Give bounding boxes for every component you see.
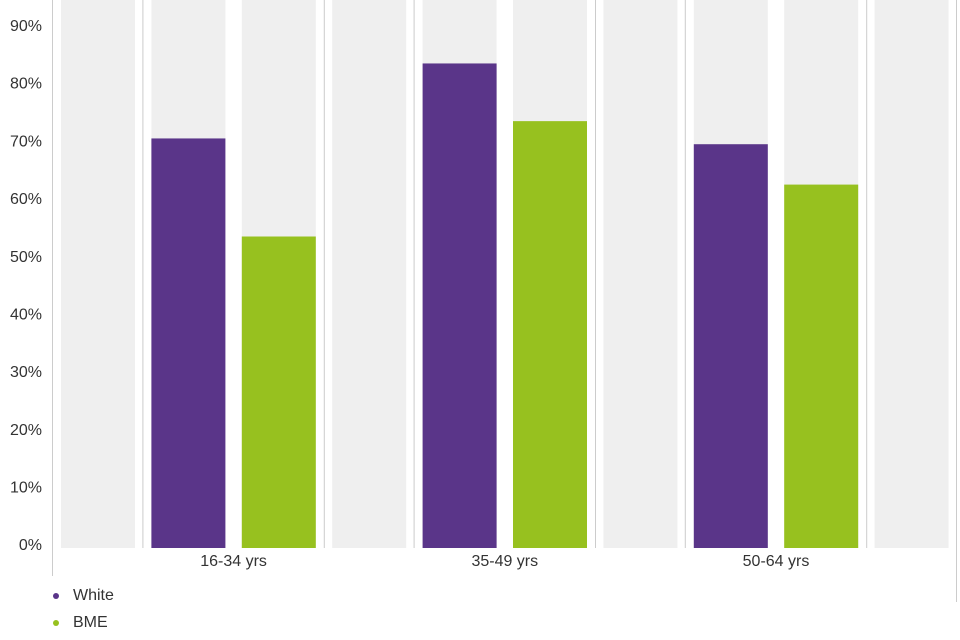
bar (422, 63, 497, 548)
y-tick-label: 30% (10, 364, 42, 381)
y-tick-label: 80% (10, 76, 42, 93)
x-tick-label: 35-49 yrs (471, 553, 538, 570)
y-tick-label: 10% (10, 480, 42, 497)
y-tick-label: 0% (19, 537, 42, 554)
column-background (874, 0, 949, 548)
legend-label: White (73, 587, 114, 604)
bar (693, 144, 768, 549)
column-background (332, 0, 407, 548)
y-tick-label: 60% (10, 191, 42, 208)
legend-marker (53, 593, 59, 599)
legend-marker (53, 620, 59, 626)
y-tick-label: 20% (10, 422, 42, 439)
bar (151, 138, 226, 548)
column-background (603, 0, 678, 548)
y-tick-label: 40% (10, 306, 42, 323)
y-tick-label: 50% (10, 249, 42, 266)
x-tick-label: 50-64 yrs (743, 553, 810, 570)
y-tick-label: 90% (10, 18, 42, 35)
bar (513, 121, 587, 548)
legend-label: BME (73, 614, 108, 631)
bar (784, 184, 859, 548)
x-tick-label: 16-34 yrs (200, 553, 267, 570)
y-tick-label: 70% (10, 133, 42, 150)
bar (241, 236, 316, 549)
column-background (61, 0, 135, 548)
